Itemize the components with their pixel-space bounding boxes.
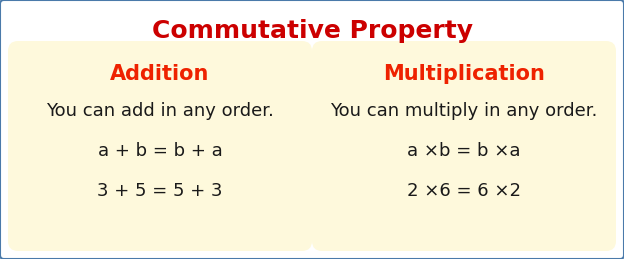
Text: Commutative Property: Commutative Property bbox=[152, 19, 472, 43]
FancyBboxPatch shape bbox=[312, 41, 616, 251]
Text: You can add in any order.: You can add in any order. bbox=[46, 102, 274, 120]
Text: Multiplication: Multiplication bbox=[383, 64, 545, 84]
Text: a + b = b + a: a + b = b + a bbox=[97, 142, 222, 160]
FancyBboxPatch shape bbox=[8, 41, 312, 251]
Text: Addition: Addition bbox=[110, 64, 210, 84]
Text: 3 + 5 = 5 + 3: 3 + 5 = 5 + 3 bbox=[97, 182, 223, 200]
Text: a ×b = b ×a: a ×b = b ×a bbox=[407, 142, 521, 160]
Text: You can multiply in any order.: You can multiply in any order. bbox=[330, 102, 598, 120]
Text: 2 ×6 = 6 ×2: 2 ×6 = 6 ×2 bbox=[407, 182, 521, 200]
